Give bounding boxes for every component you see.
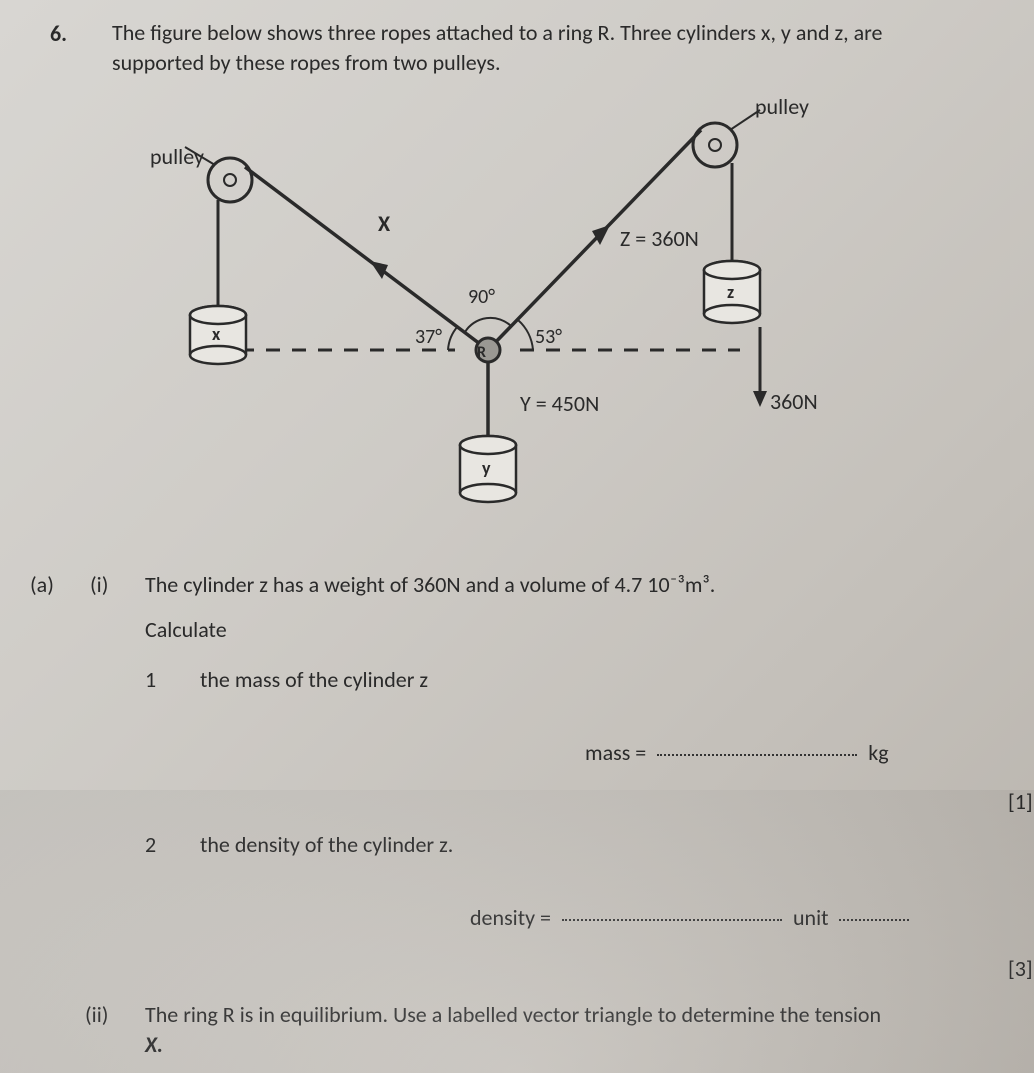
marks-3: [3] — [1008, 955, 1033, 982]
ai-text-1: The cylinder z has a weight of 360N and … — [145, 570, 715, 600]
density-equals: density = unit — [470, 903, 909, 933]
intro-line-2: supported by these ropes from two pulley… — [112, 48, 501, 78]
label-53: 53° — [535, 325, 562, 349]
ai-2-text: the density of the cylinder z. — [200, 830, 453, 860]
mass-unit: kg — [868, 739, 888, 766]
mass-equals: mass = kg — [585, 738, 889, 768]
label-cyl-x: x — [212, 323, 220, 345]
part-a-label: (a) — [30, 570, 54, 600]
label-cyl-z: z — [727, 281, 734, 303]
label-z-eq: Z = 360N — [620, 225, 699, 252]
density-label: density = — [470, 904, 551, 931]
part-i-label: (i) — [90, 570, 108, 600]
density-blank[interactable] — [562, 918, 782, 921]
label-pulley-left: pulley — [150, 143, 204, 170]
ai-1-text: the mass of the cylinder z — [200, 665, 428, 695]
aii-text-2: X. — [145, 1030, 163, 1060]
ai-1-number: 1 — [145, 665, 156, 695]
label-pulley-right: pulley — [755, 93, 809, 120]
aii-text-1: The ring R is in equilibrium. Use a labe… — [145, 1000, 1015, 1030]
label-37: 37° — [415, 325, 442, 349]
part-ii-label: (ii) — [85, 1000, 108, 1030]
physics-diagram: pulley pulley X Z = 360N 90° 37° 53° R Y… — [120, 95, 880, 525]
label-ring-r: R — [477, 343, 486, 362]
density-unit-blank[interactable] — [839, 918, 909, 921]
mass-blank[interactable] — [657, 753, 857, 756]
question-number: 6. — [50, 20, 67, 47]
exam-page: 6. The figure below shows three ropes at… — [0, 0, 1034, 1073]
mass-label: mass = — [585, 739, 646, 766]
density-unit-word: unit — [793, 904, 829, 931]
label-cyl-y: y — [482, 457, 491, 479]
label-x-force: X — [378, 210, 390, 237]
label-y-eq: Y = 450N — [520, 390, 599, 417]
diagram-svg — [120, 95, 880, 525]
label-90: 90° — [468, 285, 495, 309]
label-360n: 360N — [770, 388, 818, 415]
ai-2-number: 2 — [145, 830, 156, 860]
ai-text-2: Calculate — [145, 615, 227, 645]
marks-1: [1] — [1008, 788, 1033, 815]
intro-line-1: The figure below shows three ropes attac… — [112, 18, 883, 48]
